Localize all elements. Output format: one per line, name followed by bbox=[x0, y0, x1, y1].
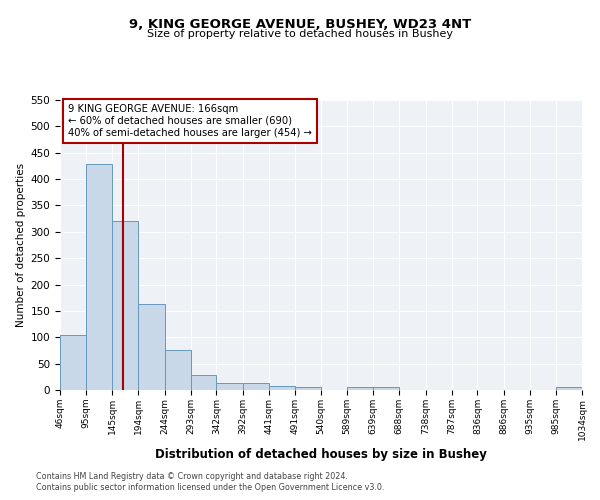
Text: Contains HM Land Registry data © Crown copyright and database right 2024.: Contains HM Land Registry data © Crown c… bbox=[36, 472, 348, 481]
Bar bbox=[164, 350, 191, 390]
Bar bbox=[243, 382, 269, 390]
Bar bbox=[217, 382, 243, 390]
Text: 9, KING GEORGE AVENUE, BUSHEY, WD23 4NT: 9, KING GEORGE AVENUE, BUSHEY, WD23 4NT bbox=[129, 18, 471, 30]
Text: 9 KING GEORGE AVENUE: 166sqm
← 60% of detached houses are smaller (690)
40% of s: 9 KING GEORGE AVENUE: 166sqm ← 60% of de… bbox=[68, 104, 312, 138]
Bar bbox=[269, 386, 295, 390]
Y-axis label: Number of detached properties: Number of detached properties bbox=[16, 163, 26, 327]
X-axis label: Distribution of detached houses by size in Bushey: Distribution of detached houses by size … bbox=[155, 448, 487, 461]
Text: Size of property relative to detached houses in Bushey: Size of property relative to detached ho… bbox=[147, 29, 453, 39]
Text: Contains public sector information licensed under the Open Government Licence v3: Contains public sector information licen… bbox=[36, 484, 385, 492]
Bar bbox=[295, 388, 321, 390]
Bar bbox=[556, 388, 582, 390]
Bar bbox=[347, 388, 373, 390]
Bar bbox=[373, 388, 399, 390]
Bar bbox=[112, 222, 138, 390]
Bar bbox=[86, 164, 112, 390]
Bar bbox=[191, 375, 217, 390]
Bar bbox=[138, 304, 164, 390]
Bar bbox=[60, 334, 86, 390]
